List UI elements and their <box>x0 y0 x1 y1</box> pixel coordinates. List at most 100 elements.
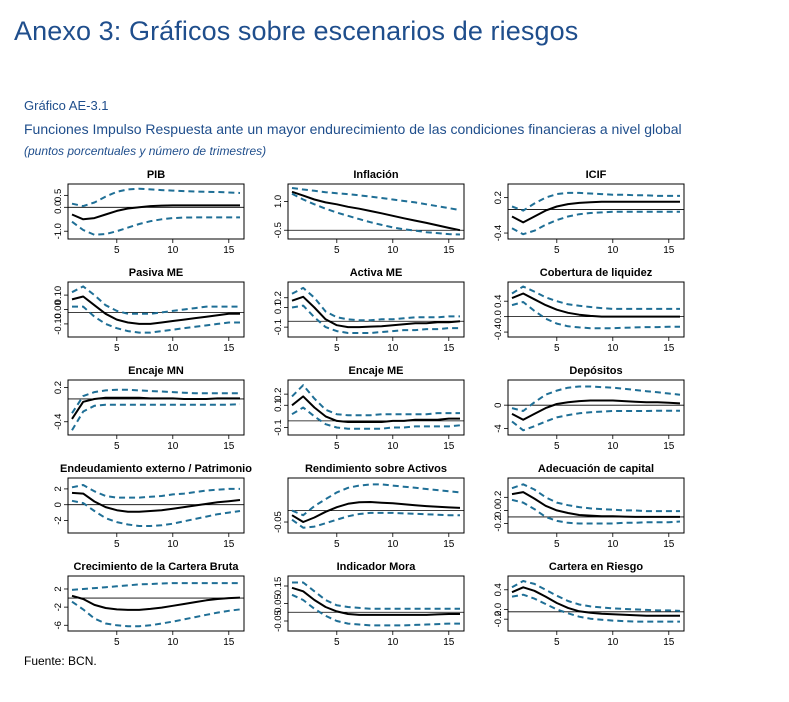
x-tick-label: 5 <box>114 441 120 452</box>
panel-frame <box>287 477 465 534</box>
y-tick-label: 0.4 <box>493 583 504 596</box>
y-tick-label: 0.2 <box>493 191 504 204</box>
upper-band-line <box>71 187 241 208</box>
panel-6: Cobertura de liquidez 5 10 15 0.4 0.0-0.4 <box>493 267 685 354</box>
panel-frame <box>67 183 245 240</box>
panel-frame <box>507 477 685 534</box>
y-tick-label: 1.0 <box>273 195 284 208</box>
panel-2: Inflación 5 10 15 1.0 -0.5 <box>273 169 465 256</box>
lower-band-line <box>71 499 241 527</box>
figure-subtitle: (puntos porcentuales y número de trimest… <box>24 144 267 158</box>
y-tick-label: 0 <box>53 502 64 507</box>
y-tick-label: 0.5 <box>53 189 64 202</box>
panel-title: Encaje ME <box>348 365 403 377</box>
source-note: Fuente: BCN. <box>24 654 97 668</box>
y-tick-label: 0.2 <box>53 381 64 394</box>
x-tick-label: 5 <box>334 539 340 550</box>
x-tick-label: 10 <box>387 245 399 256</box>
x-tick-label: 5 <box>334 637 340 648</box>
x-tick-label: 15 <box>223 343 235 354</box>
panel-5: Activa ME 5 10 15 0.20.1 -0.1 <box>273 267 465 354</box>
x-tick-label: 5 <box>334 245 340 256</box>
panel-title: Cobertura de liquidez <box>540 267 653 279</box>
panel-9: Depósitos 5 10 15 0 -4 <box>493 365 685 452</box>
lower-band-line <box>511 301 680 330</box>
lower-band-line <box>291 511 460 529</box>
upper-band-line <box>511 191 680 212</box>
y-tick-label: 0.2 <box>493 491 504 504</box>
lower-band-line <box>71 403 241 431</box>
response-line <box>291 295 461 329</box>
panel-title: Encaje MN <box>128 365 184 377</box>
upper-band-line <box>511 483 680 513</box>
x-tick-label: 15 <box>663 637 675 648</box>
y-tick-label: 2 <box>53 486 64 491</box>
panel-frame <box>287 281 465 338</box>
response-line <box>511 399 681 421</box>
panel-15: Cartera en Riesgo 5 10 15 0.4 0.0-0.2 <box>493 561 685 648</box>
panel-title: Rendimiento sobre Activos <box>305 463 447 475</box>
y-tick-label: -0.10 <box>53 313 64 335</box>
response-line <box>511 292 680 318</box>
panel-1: PIB 5 10 15 0.50.0 -1.0 <box>53 169 245 256</box>
y-tick-label: 0 <box>493 403 504 408</box>
x-tick-label: 15 <box>223 245 235 256</box>
x-tick-label: 10 <box>387 441 399 452</box>
y-tick-label: 0.0 <box>493 603 504 616</box>
upper-band-line <box>71 582 240 591</box>
panel-title: Activa ME <box>350 267 403 279</box>
response-line <box>71 594 241 611</box>
response-line <box>511 200 680 224</box>
lower-band-line <box>291 304 460 334</box>
x-tick-label: 15 <box>223 637 235 648</box>
panel-frame <box>287 183 465 240</box>
panel-14: Indicador Mora 5 10 15 0.150.05-0.05 <box>273 561 465 648</box>
response-line <box>291 586 460 616</box>
upper-band-line <box>291 483 461 517</box>
lower-band-line <box>71 216 240 236</box>
y-tick-label: 0.10 <box>53 286 64 305</box>
upper-band-line <box>71 484 240 499</box>
response-line <box>511 586 680 617</box>
panel-title: Indicador Mora <box>337 561 417 573</box>
upper-band-line <box>291 286 460 322</box>
panel-title: Inflación <box>353 169 399 181</box>
upper-band-line <box>71 388 240 414</box>
y-tick-label: -6 <box>53 621 64 629</box>
upper-band-line <box>291 384 460 417</box>
y-tick-label: 0.0 <box>493 504 504 517</box>
figure-title: Funciones Impulso Respuesta ante un mayo… <box>24 121 682 137</box>
x-tick-label: 10 <box>607 245 619 256</box>
x-tick-label: 15 <box>663 539 675 550</box>
x-tick-label: 10 <box>607 637 619 648</box>
lower-band-line <box>71 600 241 628</box>
x-tick-label: 10 <box>607 441 619 452</box>
y-tick-label: -0.1 <box>273 419 284 435</box>
lower-band-line <box>291 192 461 236</box>
figure-label: Gráfico AE-3.1 <box>24 98 109 113</box>
panel-frame <box>507 575 685 632</box>
panel-3: ICIF 5 10 15 0.2 -0.4 <box>493 169 685 256</box>
y-tick-label: 0.1 <box>273 399 284 412</box>
y-tick-label: -0.05 <box>273 511 284 533</box>
lower-band-line <box>511 409 680 432</box>
x-tick-label: 5 <box>554 539 560 550</box>
upper-band-line <box>511 580 681 612</box>
panel-title: Depósitos <box>569 365 622 377</box>
response-line <box>291 501 461 523</box>
y-tick-label: -2 <box>53 516 64 524</box>
y-tick-label: -2 <box>53 603 64 611</box>
response-line <box>291 190 461 232</box>
panel-13: Crecimiento de la Cartera Bruta 5 10 15 2 -2 -… <box>53 561 245 648</box>
x-tick-label: 5 <box>114 637 120 648</box>
panel-4: Pasiva ME 5 10 15 0.100.00-0.10 <box>53 267 245 354</box>
panel-frame <box>287 379 465 436</box>
response-line <box>71 396 240 420</box>
x-tick-label: 10 <box>167 441 179 452</box>
panel-frame <box>67 575 245 632</box>
lower-band-line <box>511 498 681 525</box>
y-tick-label: -0.1 <box>273 319 284 335</box>
panel-title: Pasiva ME <box>129 267 183 279</box>
panel-10: Endeudamiento externo / Patrimonio 5 10 15 2… <box>53 463 252 550</box>
x-tick-label: 10 <box>387 539 399 550</box>
